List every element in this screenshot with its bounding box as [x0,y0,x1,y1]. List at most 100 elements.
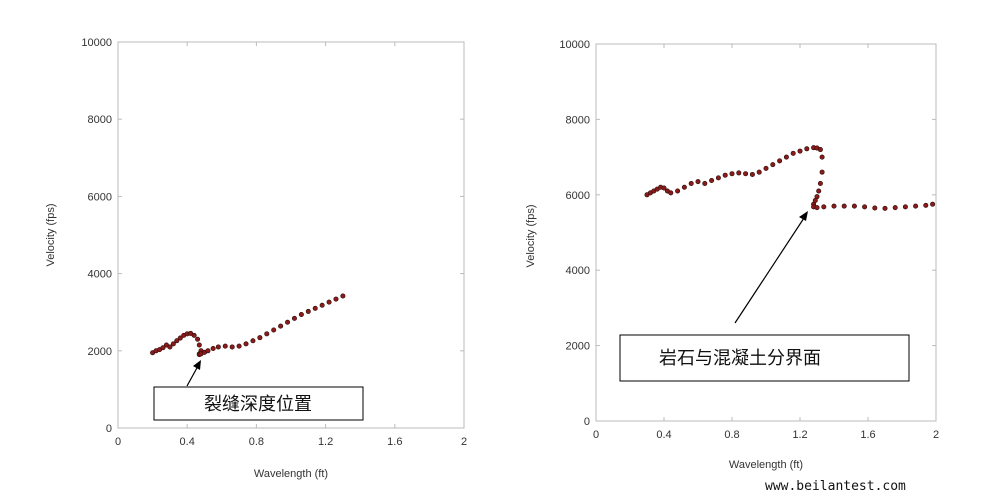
data-point [729,171,735,177]
y-axis-ticks-left: 0 2000 4000 6000 8000 10000 [81,37,464,435]
x-tick-label: 0.8 [724,429,739,441]
data-point [783,154,789,160]
data-point [819,169,825,175]
y-tick-label: 8000 [566,114,590,126]
data-point [862,204,868,210]
data-point [814,205,820,211]
data-point [243,341,249,347]
annotation-box-right [619,334,910,382]
data-point [333,296,339,302]
x-tick-label: 0 [593,429,599,441]
data-point [902,204,908,210]
data-point [892,205,898,211]
data-point [817,147,823,153]
x-axis-ticks-left: 0 0.4 0.8 1.2 1.6 2 [115,42,467,448]
data-point [305,308,311,314]
data-point [326,299,332,305]
data-point [250,338,256,344]
data-point [170,341,176,347]
data-point [195,336,201,342]
data-point [804,146,810,152]
data-point [777,158,783,164]
annotation-text-right: 岩石与混凝土分界面 [659,348,821,369]
data-point [821,204,827,210]
plot-area-left [117,41,465,429]
data-point [174,338,180,344]
annotation-left: 裂缝深度位置 [153,360,364,421]
data-point [191,332,197,338]
annotation-box-left [153,386,364,421]
data-point [222,343,228,349]
data-point [298,312,304,318]
data-point [236,343,242,349]
x-tick-label: 1.2 [318,436,333,448]
annotation-arrow-left [186,365,199,387]
data-point [770,162,776,168]
annotation-arrowhead-left [193,360,201,370]
chart-left: 0 2000 4000 6000 8000 10000 0 0.4 0.8 1.2 1.6 2 Ve… [45,37,467,480]
y-tick-label: 0 [106,423,112,435]
watermark-text: www.beilantest.com [765,479,906,494]
data-point [816,188,822,194]
data-point [688,180,694,186]
y-tick-label: 6000 [88,191,112,203]
y-tick-label: 2000 [88,346,112,358]
x-axis-label-left: Wavelength (ft) [254,468,328,480]
x-tick-label: 1.6 [387,436,402,448]
data-point [930,201,936,207]
annotation-arrowhead-right [799,211,808,221]
x-tick-label: 0.4 [656,429,671,441]
data-point [913,203,919,209]
data-point [257,335,263,341]
annotation-right: 岩石与混凝土分界面 [619,211,910,382]
x-tick-label: 0 [115,436,121,448]
data-point [722,172,728,178]
y-tick-label: 4000 [88,269,112,281]
annotation-text-left: 裂缝深度位置 [204,394,312,415]
y-tick-label: 8000 [88,114,112,126]
data-point [749,171,755,177]
data-point [264,331,270,337]
data-point [312,305,318,311]
data-point [210,345,216,351]
data-point [743,171,749,177]
data-point [817,180,823,186]
data-point [819,154,825,160]
data-point [790,150,796,156]
x-tick-label: 1.6 [860,429,875,441]
data-point [177,335,183,341]
data-point [882,205,888,211]
data-point [278,323,284,329]
series-right [644,145,936,211]
series-left [150,293,346,358]
data-point [160,345,166,351]
x-tick-label: 1.2 [792,429,807,441]
data-point [756,169,762,175]
x-axis-label-right: Wavelength (ft) [729,459,803,471]
y-tick-label: 0 [584,416,590,428]
data-point [215,344,221,350]
data-point [797,148,803,154]
data-point [205,348,211,354]
data-point [167,344,173,350]
y-axis-ticks-right: 0 2000 4000 6000 8000 10000 [559,39,936,428]
data-point [196,342,202,348]
data-point [291,315,297,321]
data-point [923,202,929,208]
y-tick-label: 2000 [566,341,590,353]
data-point [668,190,674,196]
y-tick-label: 10000 [559,39,590,51]
y-tick-label: 6000 [566,190,590,202]
data-point [709,177,715,183]
y-tick-label: 10000 [81,37,112,49]
data-point [285,319,291,325]
y-axis-label-left: Velocity (fps) [45,204,57,267]
data-point [736,170,742,176]
y-tick-label: 4000 [566,265,590,277]
x-tick-label: 2 [461,436,467,448]
x-axis-ticks-right: 0 0.4 0.8 1.2 1.6 2 [593,44,939,441]
data-point [715,175,721,181]
data-point [319,302,325,308]
data-point [763,165,769,171]
